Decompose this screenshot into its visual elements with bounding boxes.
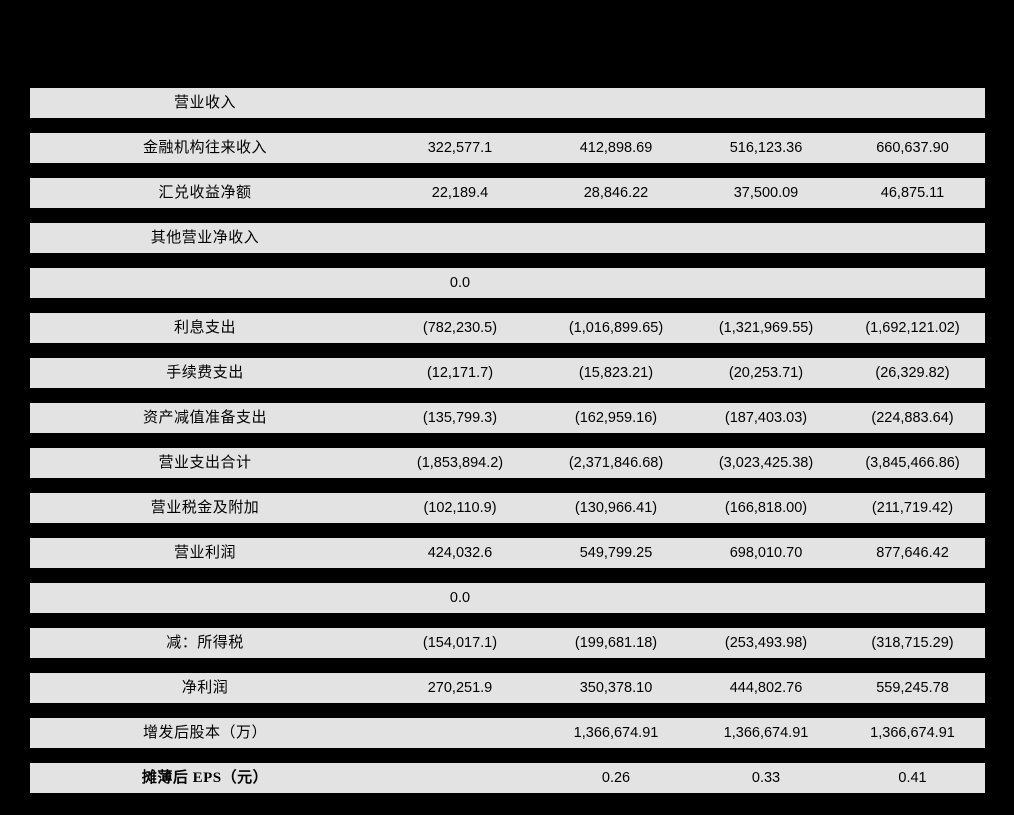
row-value-4 bbox=[840, 88, 985, 118]
row-value-1: 0.0 bbox=[380, 268, 540, 298]
row-value-3: (166,818.00) bbox=[692, 493, 840, 523]
row-label: 汇兑收益净额 bbox=[30, 178, 380, 208]
table-row: 摊薄后 EPS（元） 0.26 0.33 0.41 bbox=[30, 763, 985, 793]
row-value-3: (187,403.03) bbox=[692, 403, 840, 433]
table-row: 营业支出合计 (1,853,894.2) (2,371,846.68) (3,0… bbox=[30, 448, 985, 478]
row-value-2: 350,378.10 bbox=[540, 673, 692, 703]
row-value-2: 1,366,674.91 bbox=[540, 718, 692, 748]
table-row: 净利润 270,251.9 350,378.10 444,802.76 559,… bbox=[30, 673, 985, 703]
row-value-2: (162,959.16) bbox=[540, 403, 692, 433]
row-value-4: (3,845,466.86) bbox=[840, 448, 985, 478]
row-label: 金融机构往来收入 bbox=[30, 133, 380, 163]
row-value-2 bbox=[540, 88, 692, 118]
row-value-2: 0.26 bbox=[540, 763, 692, 793]
row-value-2: 412,898.69 bbox=[540, 133, 692, 163]
row-label: 净利润 bbox=[30, 673, 380, 703]
row-label: 营业税金及附加 bbox=[30, 493, 380, 523]
row-value-3: (1,321,969.55) bbox=[692, 313, 840, 343]
row-label: 营业收入 bbox=[30, 88, 380, 118]
row-value-2 bbox=[540, 583, 692, 613]
row-label: 营业支出合计 bbox=[30, 448, 380, 478]
row-value-1: 22,189.4 bbox=[380, 178, 540, 208]
row-value-4: 877,646.42 bbox=[840, 538, 985, 568]
row-label bbox=[30, 268, 380, 298]
row-value-3: 444,802.76 bbox=[692, 673, 840, 703]
row-value-4: 660,637.90 bbox=[840, 133, 985, 163]
row-label: 利息支出 bbox=[30, 313, 380, 343]
table-row: 手续费支出 (12,171.7) (15,823.21) (20,253.71)… bbox=[30, 358, 985, 388]
row-label: 手续费支出 bbox=[30, 358, 380, 388]
row-label bbox=[30, 583, 380, 613]
row-label: 其他营业净收入 bbox=[30, 223, 380, 253]
row-value-3: (3,023,425.38) bbox=[692, 448, 840, 478]
row-value-1 bbox=[380, 88, 540, 118]
row-value-3: 0.33 bbox=[692, 763, 840, 793]
row-value-1: 0.0 bbox=[380, 583, 540, 613]
row-value-1 bbox=[380, 763, 540, 793]
row-value-3: (253,493.98) bbox=[692, 628, 840, 658]
table-row: 汇兑收益净额 22,189.4 28,846.22 37,500.09 46,8… bbox=[30, 178, 985, 208]
row-value-2: (199,681.18) bbox=[540, 628, 692, 658]
row-value-4: (1,692,121.02) bbox=[840, 313, 985, 343]
row-value-2: (1,016,899.65) bbox=[540, 313, 692, 343]
row-value-1 bbox=[380, 718, 540, 748]
table-row: 营业收入 bbox=[30, 88, 985, 118]
row-value-3 bbox=[692, 88, 840, 118]
row-value-4: (26,329.82) bbox=[840, 358, 985, 388]
row-value-1: 322,577.1 bbox=[380, 133, 540, 163]
row-value-4: 46,875.11 bbox=[840, 178, 985, 208]
row-value-1: (154,017.1) bbox=[380, 628, 540, 658]
row-value-1: 424,032.6 bbox=[380, 538, 540, 568]
row-label: 资产减值准备支出 bbox=[30, 403, 380, 433]
row-value-1: (1,853,894.2) bbox=[380, 448, 540, 478]
financial-table: 营业收入 金融机构往来收入 322,577.1 412,898.69 516,1… bbox=[30, 73, 985, 808]
row-value-4: (211,719.42) bbox=[840, 493, 985, 523]
row-value-2: 28,846.22 bbox=[540, 178, 692, 208]
row-value-1: 270,251.9 bbox=[380, 673, 540, 703]
row-value-4 bbox=[840, 268, 985, 298]
row-value-1: (102,110.9) bbox=[380, 493, 540, 523]
row-value-1 bbox=[380, 223, 540, 253]
row-value-3 bbox=[692, 223, 840, 253]
table-row: 0.0 bbox=[30, 583, 985, 613]
row-value-3: 698,010.70 bbox=[692, 538, 840, 568]
row-label: 摊薄后 EPS（元） bbox=[30, 763, 380, 793]
row-value-2 bbox=[540, 223, 692, 253]
row-value-4: 1,366,674.91 bbox=[840, 718, 985, 748]
row-label: 减：所得税 bbox=[30, 628, 380, 658]
row-value-4: 0.41 bbox=[840, 763, 985, 793]
row-value-3: (20,253.71) bbox=[692, 358, 840, 388]
table-row: 增发后股本（万） 1,366,674.91 1,366,674.91 1,366… bbox=[30, 718, 985, 748]
table-row: 营业税金及附加 (102,110.9) (130,966.41) (166,81… bbox=[30, 493, 985, 523]
row-value-4: (318,715.29) bbox=[840, 628, 985, 658]
row-value-2: 549,799.25 bbox=[540, 538, 692, 568]
row-value-2: (130,966.41) bbox=[540, 493, 692, 523]
row-value-4: 559,245.78 bbox=[840, 673, 985, 703]
row-value-2 bbox=[540, 268, 692, 298]
row-value-2: (2,371,846.68) bbox=[540, 448, 692, 478]
row-value-3: 1,366,674.91 bbox=[692, 718, 840, 748]
row-value-3: 516,123.36 bbox=[692, 133, 840, 163]
row-value-1: (12,171.7) bbox=[380, 358, 540, 388]
row-value-4 bbox=[840, 583, 985, 613]
row-value-3: 37,500.09 bbox=[692, 178, 840, 208]
table-row: 其他营业净收入 bbox=[30, 223, 985, 253]
table-row: 减：所得税 (154,017.1) (199,681.18) (253,493.… bbox=[30, 628, 985, 658]
row-label: 增发后股本（万） bbox=[30, 718, 380, 748]
table-row: 金融机构往来收入 322,577.1 412,898.69 516,123.36… bbox=[30, 133, 985, 163]
table-row: 资产减值准备支出 (135,799.3) (162,959.16) (187,4… bbox=[30, 403, 985, 433]
row-value-4: (224,883.64) bbox=[840, 403, 985, 433]
row-value-3 bbox=[692, 583, 840, 613]
table-row: 营业利润 424,032.6 549,799.25 698,010.70 877… bbox=[30, 538, 985, 568]
row-value-3 bbox=[692, 268, 840, 298]
row-value-2: (15,823.21) bbox=[540, 358, 692, 388]
row-value-1: (135,799.3) bbox=[380, 403, 540, 433]
row-value-4 bbox=[840, 223, 985, 253]
row-value-1: (782,230.5) bbox=[380, 313, 540, 343]
financial-table-body: 营业收入 金融机构往来收入 322,577.1 412,898.69 516,1… bbox=[30, 88, 985, 793]
table-row: 0.0 bbox=[30, 268, 985, 298]
row-label: 营业利润 bbox=[30, 538, 380, 568]
table-row: 利息支出 (782,230.5) (1,016,899.65) (1,321,9… bbox=[30, 313, 985, 343]
